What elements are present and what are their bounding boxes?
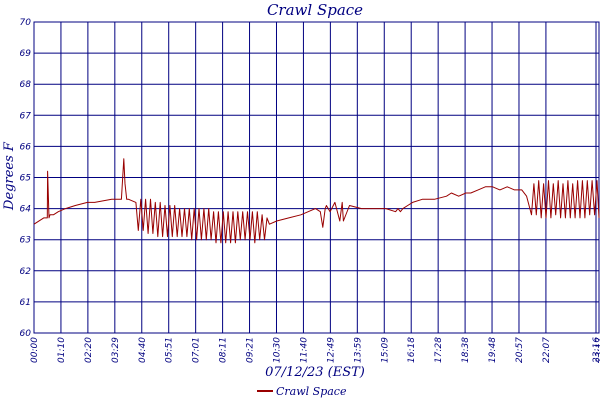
x-tick-label: 01:10 (57, 337, 67, 363)
legend-label-crawl-space: Crawl Space (276, 385, 347, 398)
y-tick-label: 60 (20, 329, 32, 339)
x-tick-label: 23:16 (592, 337, 600, 363)
y-axis-label: Degrees F (2, 141, 17, 211)
y-tick-label: 68 (20, 80, 32, 90)
y-tick-label: 65 (20, 174, 32, 184)
y-tick-label: 62 (20, 267, 32, 277)
x-tick-label: 02:20 (84, 337, 94, 363)
y-tick-label: 63 (20, 236, 32, 246)
x-tick-label: 05:51 (165, 337, 175, 363)
x-tick-label: 22:07 (542, 337, 552, 363)
x-tick-label: 08:11 (219, 337, 229, 363)
x-tick-label: 12:49 (326, 337, 336, 363)
plot-frame (33, 21, 600, 334)
y-tick-label: 66 (20, 142, 32, 152)
x-tick-label: 19:48 (488, 337, 498, 363)
x-tick-label: 23:17 (595, 337, 600, 363)
y-tick-label: 69 (20, 49, 32, 59)
series-line-crawl-space (33, 158, 600, 244)
x-tick-label: 18:38 (461, 337, 471, 363)
plot-area: 60 61 62 63 64 65 66 67 68 69 70 00:00 01:10 02:20 03:… (20, 18, 600, 363)
y-tick-label: 61 (20, 298, 31, 308)
x-tick-label: 17:28 (434, 337, 444, 363)
x-tick-label: 09:21 (246, 337, 256, 363)
x-tick-label: 00:00 (30, 337, 40, 363)
y-tick-label: 64 (20, 205, 32, 215)
x-axis-label: 07/12/23 (EST) (265, 365, 365, 380)
x-tick-label: 04:40 (138, 337, 148, 363)
x-tick-label: 13:59 (353, 337, 363, 363)
x-tick-label: 15:09 (380, 337, 390, 363)
y-tick-label: 67 (20, 111, 32, 121)
x-tick-label: 07:01 (192, 337, 202, 363)
x-tick-label: 03:29 (111, 337, 121, 363)
y-tick-label: 70 (20, 18, 32, 28)
x-tick-label: 11:40 (299, 337, 309, 363)
x-tick-label: 20:57 (515, 337, 525, 363)
legend: Crawl Space (257, 385, 347, 398)
x-tick-label: 10:30 (272, 337, 282, 363)
chart-title: Crawl Space (267, 1, 363, 19)
x-tick-label: 16:18 (407, 337, 417, 363)
